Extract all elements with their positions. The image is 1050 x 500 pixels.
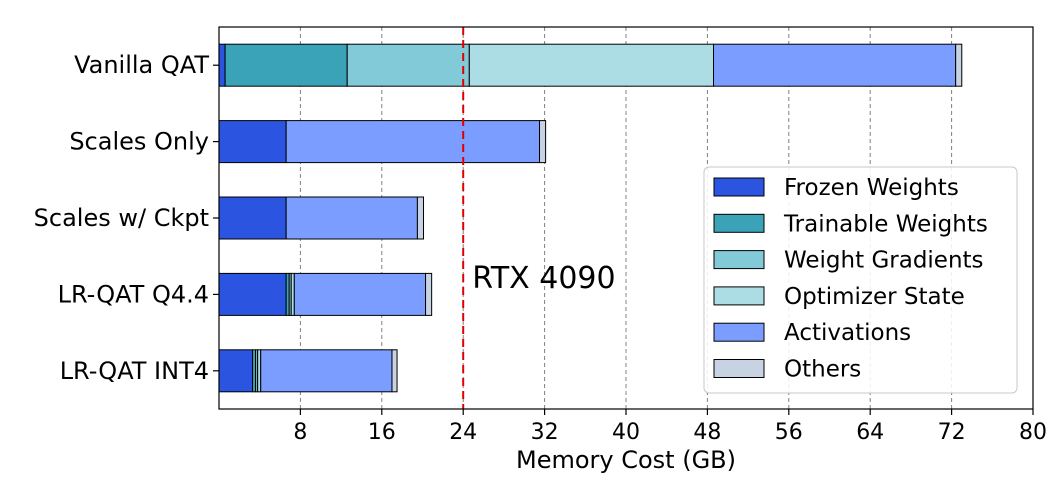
legend-label-others: Others [784, 357, 861, 383]
bar-vanilla-qat-frozen-weights [218, 43, 226, 87]
bar-vanilla-qat-optimizer-state [468, 43, 715, 87]
category-label-scales-only: Scales Only [69, 128, 209, 156]
legend: Frozen Weights Trainable Weights Weight Gr… [703, 166, 1018, 394]
bar-scales-w-ckpt-activations [285, 196, 418, 240]
bar-scales-w-ckpt-frozen-weights [218, 196, 287, 240]
y-axis-categories: Vanilla QAT Scales Only Scales w/ Ckpt LR-Q… [34, 51, 219, 385]
bar-vanilla-qat-trainable-weights [224, 43, 348, 87]
legend-label-weight-gradients: Weight Gradients [784, 248, 984, 274]
bar-scales-only-others [539, 120, 547, 164]
bar-lr-qat-q4-4-activations [293, 272, 427, 316]
legend-swatch-weight-gradients [713, 250, 765, 270]
legend-swatch-trainable-weights [713, 213, 765, 233]
reference-line-group: RTX 4090 [462, 27, 616, 409]
legend-swatch-frozen-weights [713, 177, 765, 197]
x-axis-ticks: 8 16 24 32 40 48 56 64 72 80 [293, 409, 1047, 445]
bar-vanilla-qat-others [955, 43, 963, 87]
bars [218, 43, 963, 393]
x-tick-label-32: 32 [531, 420, 559, 445]
bar-scales-only-activations [285, 120, 541, 164]
bar-lr-qat-q4-4-frozen-weights [218, 272, 287, 316]
x-tick-label-16: 16 [368, 420, 396, 445]
category-label-vanilla-qat: Vanilla QAT [74, 51, 209, 79]
x-tick-label-24: 24 [449, 420, 477, 445]
legend-label-activations: Activations [784, 320, 911, 346]
legend-label-frozen-weights: Frozen Weights [784, 175, 959, 201]
legend-swatch-others [713, 359, 765, 378]
x-tick-label-8: 8 [293, 420, 307, 445]
bar-lr-qat-int4-activations [260, 349, 393, 393]
legend-label-trainable-weights: Trainable Weights [783, 211, 988, 237]
bar-scales-only-frozen-weights [218, 120, 287, 164]
x-tick-label-56: 56 [775, 420, 803, 445]
x-axis-label: Memory Cost (GB) [516, 446, 736, 474]
legend-swatch-optimizer-state [713, 286, 765, 306]
reference-line-label: RTX 4090 [472, 261, 615, 296]
legend-swatch-activations [713, 322, 765, 342]
x-tick-label-40: 40 [612, 420, 640, 445]
bar-lr-qat-q4-4-others [425, 272, 433, 316]
bar-vanilla-qat-weight-gradients [346, 43, 470, 87]
bar-scales-w-ckpt-others [416, 196, 425, 240]
bar-vanilla-qat-activations [713, 43, 957, 87]
bar-lr-qat-int4-frozen-weights [218, 349, 254, 393]
category-label-scales-w-ckpt: Scales w/ Ckpt [34, 204, 209, 232]
category-label-lr-qat-int4: LR-QAT INT4 [60, 357, 209, 385]
bar-lr-qat-int4-others [391, 349, 398, 393]
legend-label-optimizer-state: Optimizer State [784, 284, 965, 310]
legend-box [703, 166, 1018, 394]
x-tick-label-80: 80 [1019, 420, 1047, 445]
x-tick-label-72: 72 [938, 420, 966, 445]
x-tick-label-64: 64 [856, 420, 884, 445]
category-label-lr-qat-q4-4: LR-QAT Q4.4 [58, 280, 209, 308]
x-tick-label-48: 48 [693, 420, 721, 445]
